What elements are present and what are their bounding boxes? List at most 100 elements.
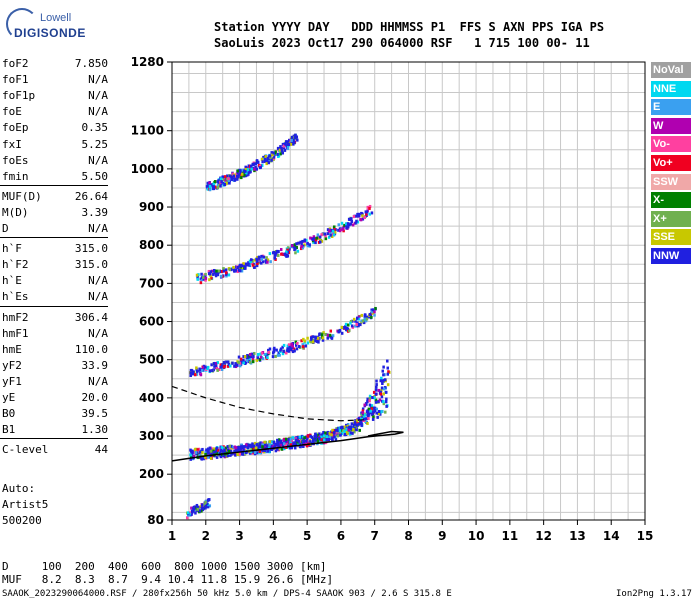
- echo-point: [238, 364, 242, 368]
- echo-point: [306, 336, 309, 340]
- echo-point: [244, 167, 248, 171]
- param-fof1: foF1 N/A: [2, 73, 108, 86]
- echo-point: [224, 268, 228, 272]
- param-key: h`E: [2, 274, 22, 288]
- param-key: yF2: [2, 358, 22, 372]
- echo-point: [274, 449, 278, 453]
- echo-point: [315, 236, 319, 240]
- echo-point: [232, 267, 235, 271]
- echo-point: [244, 360, 248, 364]
- echo-point: [247, 447, 250, 451]
- echo-point: [271, 153, 274, 157]
- echo-point: [240, 443, 243, 447]
- echo-point: [279, 248, 283, 252]
- echo-point: [199, 450, 202, 454]
- echo-point: [206, 455, 210, 459]
- echo-point: [356, 212, 359, 216]
- echo-point: [225, 271, 228, 275]
- echo-point: [272, 155, 276, 159]
- param-key: foF2: [2, 57, 29, 70]
- echo-point: [237, 268, 241, 272]
- echo-point: [274, 251, 278, 255]
- echo-point: [276, 249, 279, 253]
- echo-point: [325, 435, 329, 439]
- echo-point: [294, 440, 298, 444]
- echo-point: [276, 438, 279, 442]
- echo-point: [313, 237, 316, 241]
- echo-point: [239, 169, 242, 173]
- echo-point: [273, 151, 277, 155]
- echo-point: [366, 421, 369, 425]
- echo-point: [371, 311, 375, 315]
- echo-point: [385, 390, 388, 394]
- echo-point: [356, 220, 360, 224]
- echo-point: [238, 452, 242, 456]
- param-fof1p: foF1p N/A: [2, 89, 108, 102]
- echo-point: [287, 343, 291, 347]
- echo-point: [209, 270, 213, 274]
- param-value: 7.850: [74, 57, 108, 70]
- echo-point: [326, 333, 330, 337]
- echo-point: [362, 417, 366, 421]
- echo-point: [260, 261, 263, 265]
- echo-point: [212, 182, 215, 186]
- echo-point: [200, 272, 203, 276]
- echo-point: [270, 158, 273, 162]
- echo-point: [247, 164, 251, 168]
- echo-point: [234, 453, 237, 457]
- echo-point: [244, 443, 248, 447]
- echo-point: [306, 241, 309, 245]
- echo-point: [324, 434, 327, 438]
- echo-point: [286, 140, 289, 144]
- echo-point: [255, 443, 259, 447]
- echo-point: [320, 438, 323, 442]
- echo-point: [272, 151, 275, 155]
- echo-point: [344, 431, 348, 435]
- echo-point: [327, 437, 331, 441]
- echo-point: [385, 397, 388, 401]
- echo-point: [189, 371, 192, 375]
- legend-nne: NNE: [651, 80, 691, 97]
- echo-point: [351, 431, 354, 435]
- echo-point: [245, 356, 249, 360]
- echo-point: [221, 363, 224, 367]
- echo-point: [283, 252, 287, 256]
- echo-point: [382, 373, 385, 377]
- param-d: D N/A: [2, 222, 108, 235]
- echo-point: [226, 360, 230, 364]
- echo-point: [311, 237, 314, 241]
- echo-point: [212, 272, 215, 276]
- echo-point: [352, 317, 356, 321]
- echo-point: [256, 262, 259, 266]
- echo-point: [265, 256, 268, 260]
- x-tick-label: 3: [235, 529, 243, 543]
- echo-point: [278, 148, 282, 152]
- echo-point: [313, 434, 316, 438]
- echo-point: [355, 214, 358, 218]
- echo-point: [316, 437, 320, 441]
- echo-point: [261, 448, 265, 452]
- echo-point: [343, 425, 347, 429]
- echo-point: [266, 156, 270, 160]
- echo-point: [321, 336, 325, 340]
- echo-point: [373, 313, 376, 317]
- echo-point: [194, 451, 198, 455]
- echo-point: [365, 410, 369, 414]
- echo-point: [280, 447, 284, 451]
- echo-point: [286, 250, 289, 254]
- echo-point: [236, 445, 240, 449]
- echo-point: [285, 443, 289, 447]
- echo-point: [220, 445, 224, 449]
- echo-point: [245, 171, 248, 175]
- echo-point: [209, 456, 213, 460]
- echo-point: [269, 260, 272, 264]
- param-separator: [0, 305, 108, 307]
- echo-point: [301, 244, 305, 248]
- echo-point: [263, 160, 267, 164]
- echo-point: [320, 434, 324, 438]
- echo-point: [350, 324, 354, 328]
- echo-point: [239, 448, 242, 452]
- echo-point: [221, 181, 225, 185]
- echo-point: [260, 254, 263, 258]
- echo-point: [318, 440, 321, 444]
